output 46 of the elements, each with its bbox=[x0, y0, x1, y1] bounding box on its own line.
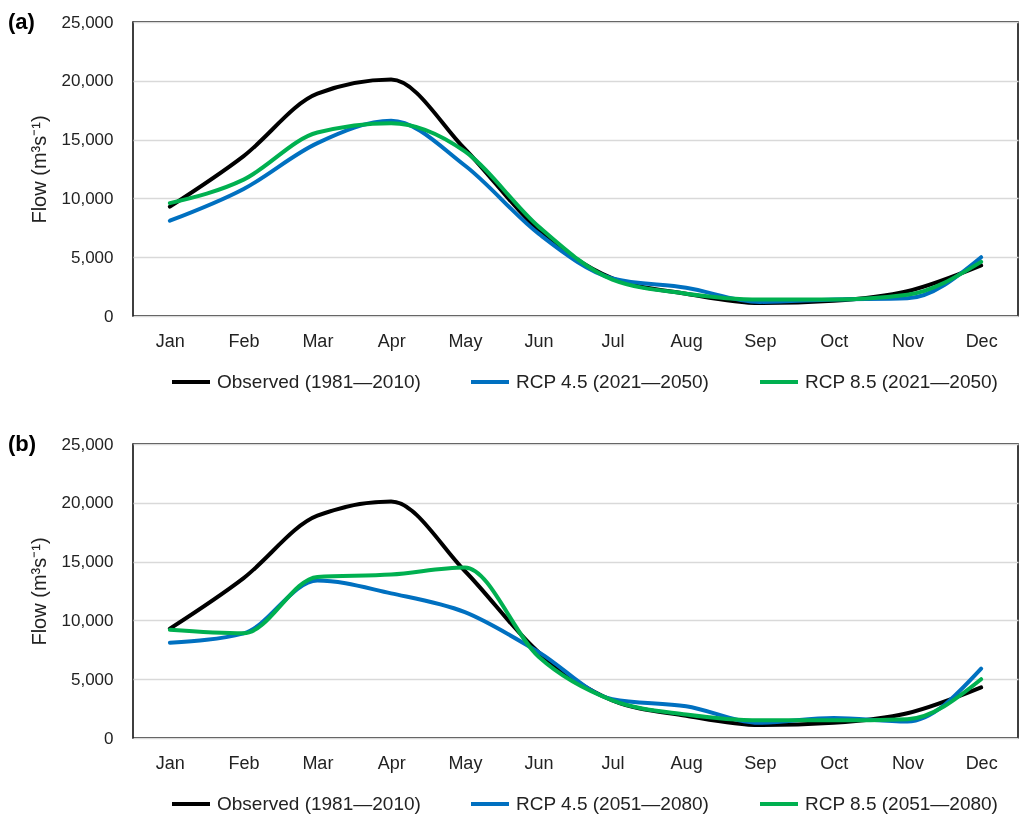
y-tick-label: 25,000 bbox=[61, 12, 114, 32]
legend-label: RCP 4.5 (2021—2050) bbox=[516, 371, 709, 392]
x-tick-label: Dec bbox=[965, 330, 998, 351]
x-tick-label: May bbox=[448, 330, 483, 351]
legend-label: RCP 8.5 (2051—2080) bbox=[805, 793, 998, 814]
y-tick-label: 15,000 bbox=[61, 130, 114, 150]
y-tick-label: 20,000 bbox=[61, 493, 114, 513]
x-tick-label: Oct bbox=[820, 330, 849, 351]
x-tick-label: Apr bbox=[377, 330, 406, 351]
chart-title: (b) bbox=[8, 431, 37, 456]
x-tick-label: Jan bbox=[155, 752, 185, 773]
y-tick-label: 5,000 bbox=[70, 247, 114, 267]
x-tick-label: Mar bbox=[302, 752, 334, 773]
y-tick-label: 10,000 bbox=[61, 188, 114, 208]
legend-label: RCP 8.5 (2021—2050) bbox=[805, 371, 998, 392]
x-tick-label: Jul bbox=[601, 330, 625, 351]
x-tick-label: Sep bbox=[744, 330, 777, 351]
y-tick-label: 15,000 bbox=[61, 552, 114, 572]
x-tick-label: Mar bbox=[302, 330, 334, 351]
chart-title: (a) bbox=[8, 9, 35, 34]
legend-label: RCP 4.5 (2051—2080) bbox=[516, 793, 709, 814]
x-tick-label: Nov bbox=[891, 752, 924, 773]
x-tick-label: Nov bbox=[891, 330, 924, 351]
x-tick-label: Jul bbox=[601, 752, 625, 773]
x-tick-label: Feb bbox=[228, 752, 260, 773]
y-tick-label: 0 bbox=[104, 728, 114, 748]
x-tick-label: Aug bbox=[670, 752, 703, 773]
x-tick-label: May bbox=[448, 752, 483, 773]
y-tick-label: 0 bbox=[104, 306, 114, 326]
y-tick-label: 25,000 bbox=[61, 434, 114, 454]
x-tick-label: Aug bbox=[670, 330, 703, 351]
y-tick-label: 5,000 bbox=[70, 669, 114, 689]
y-axis-title: Flow (m³s⁻¹) bbox=[27, 115, 50, 224]
x-tick-label: Oct bbox=[820, 752, 849, 773]
x-tick-label: Jan bbox=[155, 330, 185, 351]
y-axis-title: Flow (m³s⁻¹) bbox=[27, 537, 50, 646]
y-tick-label: 10,000 bbox=[61, 610, 114, 630]
x-tick-label: Jun bbox=[524, 330, 554, 351]
legend-label: Observed (1981—2010) bbox=[217, 371, 421, 392]
legend-label: Observed (1981—2010) bbox=[217, 793, 421, 814]
x-tick-label: Jun bbox=[524, 752, 554, 773]
x-tick-label: Feb bbox=[228, 330, 260, 351]
x-tick-label: Apr bbox=[377, 752, 406, 773]
x-tick-label: Dec bbox=[965, 752, 998, 773]
y-tick-label: 20,000 bbox=[61, 71, 114, 91]
x-tick-label: Sep bbox=[744, 752, 777, 773]
